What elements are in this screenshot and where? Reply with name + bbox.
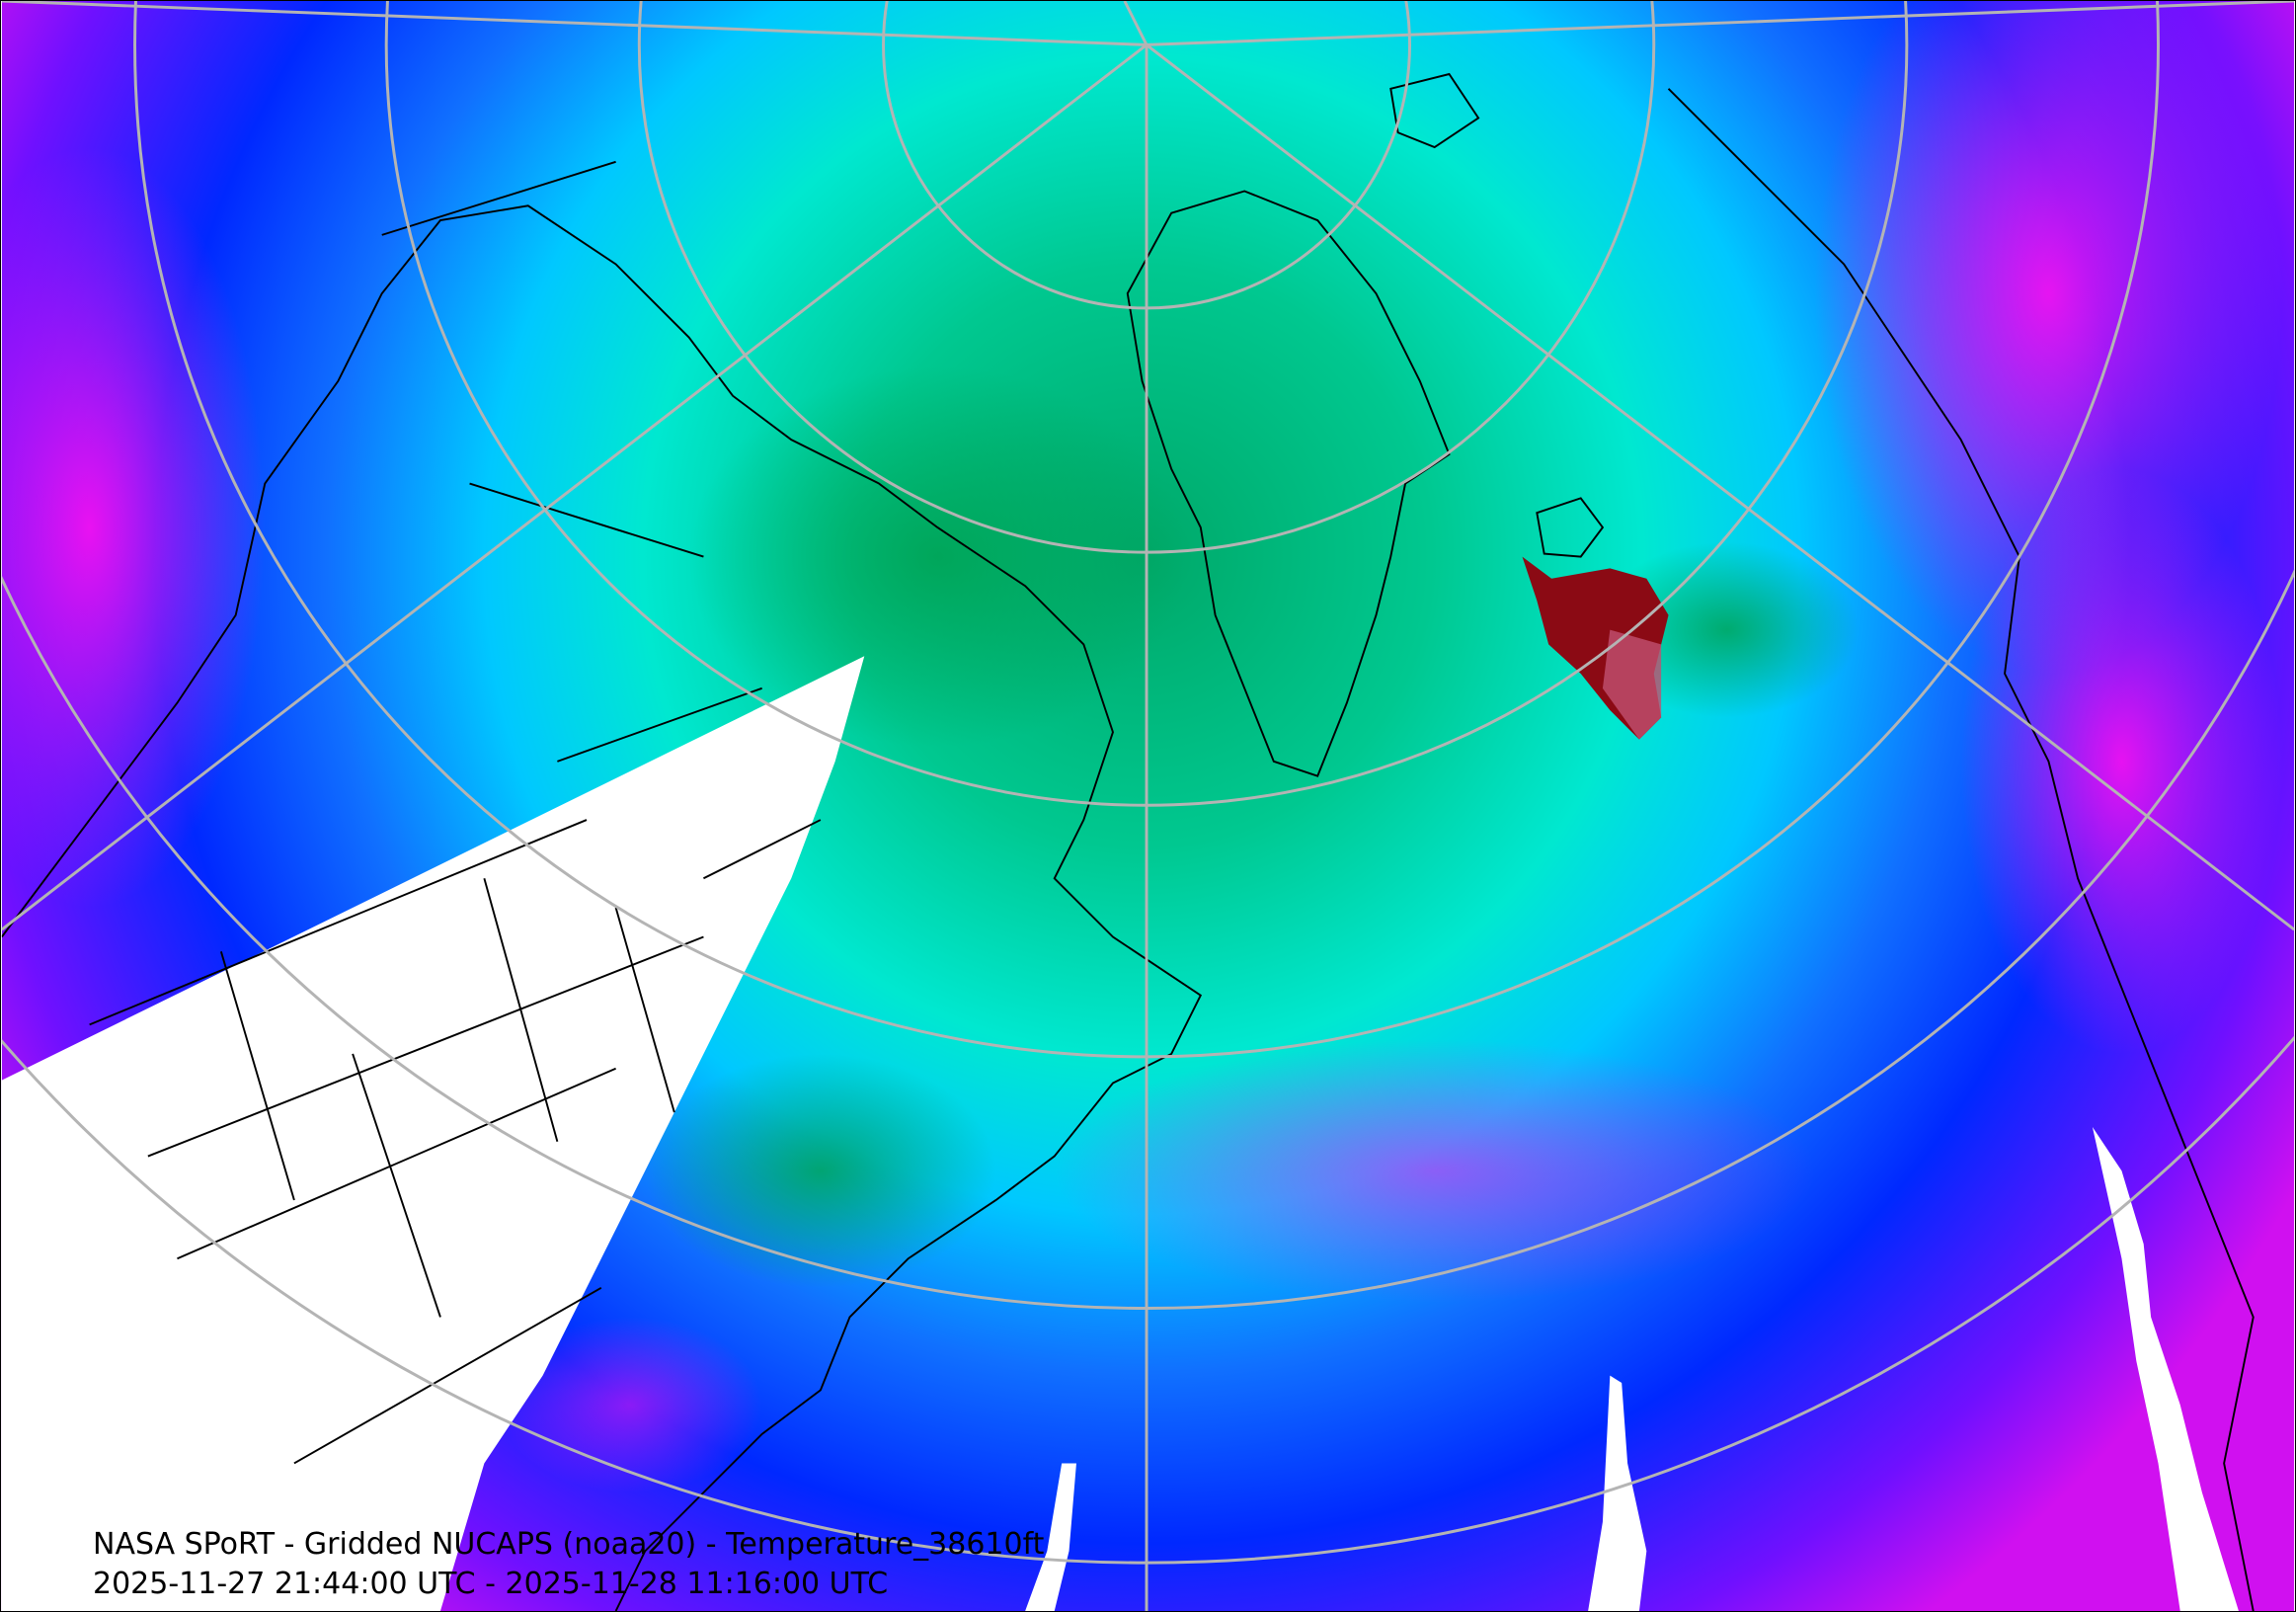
iceland-outline <box>1536 497 1605 558</box>
coastlines-and-borders <box>1 72 2255 1611</box>
canada-provinces <box>381 160 822 880</box>
map-title: NASA SPoRT - Gridded NUCAPS (noaa20) - T… <box>93 1527 1045 1562</box>
greenland-outline <box>1126 190 1451 777</box>
warm-anomaly-edge <box>1602 629 1662 740</box>
north-america-coast <box>1 204 1203 1611</box>
no-data-swaths <box>1 656 2239 1611</box>
us-state-borders <box>89 819 704 1465</box>
europe-coast <box>1667 88 2255 1611</box>
map-time-range: 2025-11-27 21:44:00 UTC - 2025-11-28 11:… <box>93 1567 889 1601</box>
